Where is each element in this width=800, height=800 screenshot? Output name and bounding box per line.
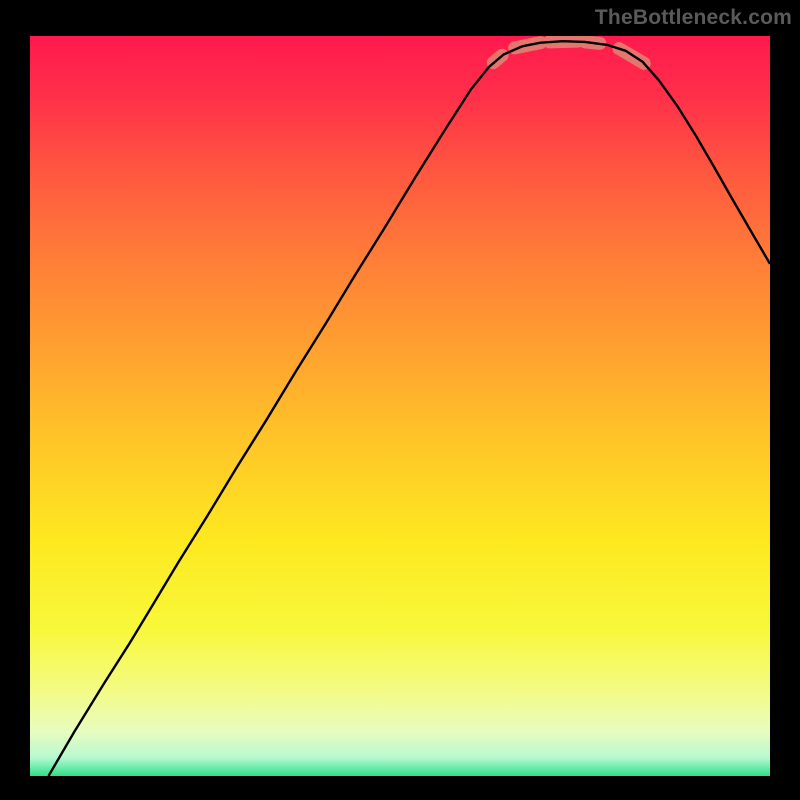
gradient-background [30,36,770,776]
attribution-text: TheBottleneck.com [595,6,792,30]
plot-frame [30,36,770,776]
bottleneck-curve-chart [30,36,770,776]
chart-container: TheBottleneck.com [0,0,800,800]
